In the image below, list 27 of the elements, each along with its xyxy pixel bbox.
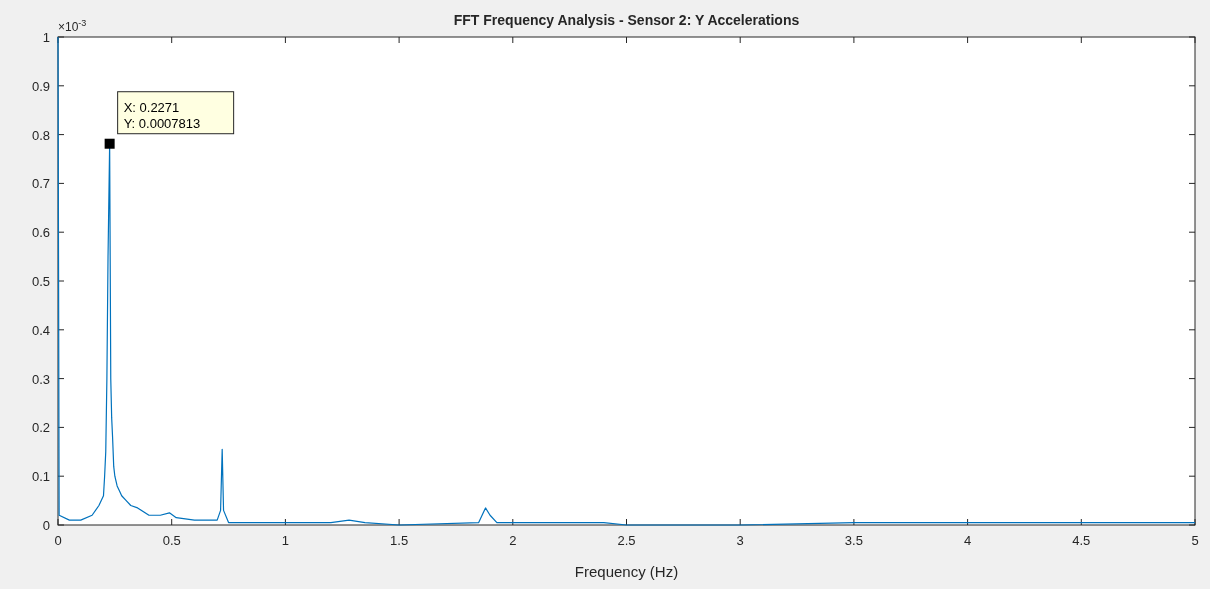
- y-tick-label: 0.9: [31, 78, 50, 94]
- annotation: X: 0.2271 Y: 0.0007813: [123, 99, 201, 131]
- y-tick-label: 0.8: [31, 127, 50, 143]
- x-tick-label: 4.5: [1072, 533, 1091, 548]
- x-tick-label: 5: [1191, 533, 1199, 548]
- y-tick-label: 0.5: [31, 274, 50, 289]
- x-tick-label: 1: [281, 533, 290, 548]
- x-tick-label: 3.5: [844, 533, 863, 548]
- x-tick-label: 0.5: [162, 533, 181, 548]
- y-tick-label: 0.2: [31, 420, 50, 436]
- y-tick-label: 0.7: [31, 176, 50, 192]
- x-tick-label: 0: [54, 533, 62, 548]
- y-tick-label: 0: [42, 518, 50, 533]
- y-tick-label: 0.4: [31, 322, 50, 338]
- x-axis-title: Frequency (Hz): [574, 563, 679, 580]
- y-tick-label: 0.3: [31, 371, 50, 387]
- x-tick-label: 1.5: [390, 533, 409, 548]
- chart-title: FFT Frequency Analysis - Sensor 2: Y Accelerations: [453, 12, 800, 28]
- y-tick-label: 0.6: [31, 225, 50, 241]
- text: ×10$^{-3}$: [58, 18, 87, 34]
- x-tick-label: 2.5: [617, 533, 636, 548]
- x-tick-label: 3: [736, 533, 744, 548]
- x-tick-label: 4: [963, 533, 972, 548]
- y-tick-label: 0.1: [31, 469, 50, 485]
- y-tick-label: 1: [42, 30, 50, 45]
- x-tick-label: 2: [509, 533, 517, 548]
- line-series: [57, 36, 1196, 526]
